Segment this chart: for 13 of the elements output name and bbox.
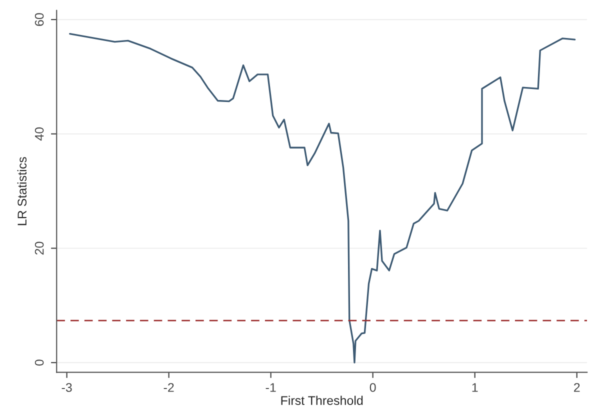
x-axis-title: First Threshold [281,396,363,405]
y-axis-title: LR Statistics [17,157,27,226]
x-tick-label: 0 [370,383,376,392]
x-tick-label: -3 [62,383,72,392]
y-tick-label: 40 [34,127,44,141]
x-tick-label: 2 [574,383,580,392]
x-tick-label: -2 [164,383,174,392]
y-tick-label: 0 [34,360,44,366]
x-tick-label: -1 [266,383,276,392]
line-series [69,33,576,364]
y-tick-label: 60 [34,13,44,26]
y-tick-label: 20 [34,242,44,255]
x-tick-label: 1 [472,383,478,392]
